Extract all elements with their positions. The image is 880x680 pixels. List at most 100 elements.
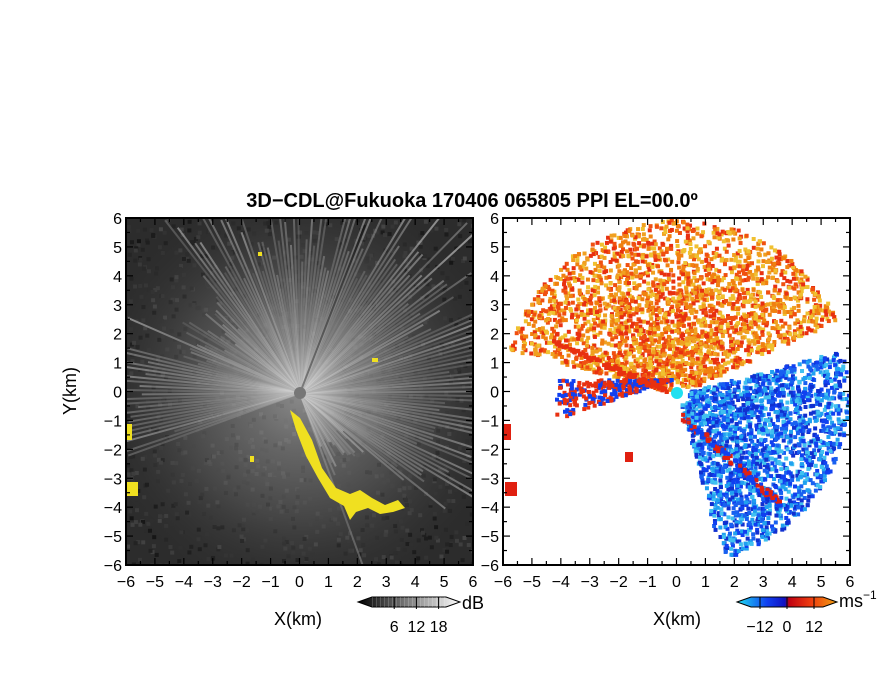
velocity-pixel-receding — [670, 364, 675, 369]
velocity-pixel-receding — [533, 348, 538, 353]
velocity-pixel-receding — [667, 220, 672, 225]
velocity-pixel-receding — [690, 253, 695, 258]
velocity-pixel-receding — [666, 276, 671, 281]
velocity-pixel-receding — [632, 338, 637, 343]
velocity-pixel-receding — [562, 278, 567, 283]
velocity-pixel-receding — [675, 369, 680, 374]
velocity-pixel-receding — [735, 307, 740, 312]
velocity-pixel-receding — [613, 373, 618, 378]
velocity-pixel-receding — [599, 296, 604, 301]
velocity-pixel-receding — [597, 296, 602, 301]
velocity-pixel-receding — [759, 247, 764, 252]
velocity-pixel-receding — [557, 313, 562, 318]
velocity-pixel-receding — [694, 309, 699, 314]
velocity-pixel-receding — [691, 257, 696, 262]
velocity-pixel-receding — [728, 321, 733, 326]
velocity-pixel-receding — [617, 326, 622, 331]
velocity-pixel-receding — [761, 304, 766, 309]
velocity-pixel-receding — [702, 265, 707, 270]
velocity-pixel-receding — [646, 371, 651, 376]
velocity-pixel-receding — [805, 299, 810, 304]
velocity-pixel-receding — [712, 313, 717, 318]
velocity-pixel-receding — [744, 267, 749, 272]
velocity-pixel-receding — [703, 369, 708, 374]
velocity-pixel-receding — [708, 277, 713, 282]
velocity-pixel-receding — [680, 373, 685, 378]
velocity-pixel-receding — [756, 251, 761, 256]
velocity-pixel-approaching — [766, 379, 771, 384]
velocity-pixel-receding — [590, 346, 595, 351]
velocity-pixel-approaching — [760, 508, 765, 513]
velocity-pixel-receding — [678, 309, 683, 314]
velocity-pixel-receding — [623, 239, 628, 244]
velocity-pixel-receding — [709, 366, 714, 371]
velocity-pixel-receding — [657, 310, 662, 315]
velocity-pixel-receding — [668, 343, 673, 348]
velocity-pixel-receding — [716, 339, 721, 344]
velocity-pixel-receding — [776, 333, 781, 338]
velocity-pixel-approaching — [822, 470, 827, 475]
velocity-pixel-approaching — [727, 477, 732, 482]
velocity-pixel-receding — [743, 278, 748, 283]
velocity-pixel-receding — [603, 318, 608, 323]
velocity-pixel-receding — [782, 276, 787, 281]
velocity-pixel-receding — [520, 326, 525, 331]
velocity-pixel-receding — [614, 308, 619, 313]
velocity-pixel-receding — [750, 339, 755, 344]
velocity-pixel-receding — [603, 249, 608, 254]
velocity-pixel-receding — [746, 255, 751, 260]
velocity-pixel-receding — [720, 286, 725, 291]
velocity-pixel-receding — [695, 226, 700, 231]
velocity-pixel-receding — [787, 285, 792, 290]
velocity-pixel-receding — [651, 311, 656, 316]
velocity-pixel-receding — [640, 353, 645, 358]
velocity-pixel-receding — [667, 290, 672, 295]
velocity-pixel-receding — [617, 299, 622, 304]
velocity-pixel-receding — [688, 246, 693, 251]
velocity-pixel-receding — [755, 281, 760, 286]
velocity-pixel-receding — [607, 275, 612, 280]
velocity-pixel-receding — [533, 352, 538, 357]
velocity-pixel-receding — [686, 361, 691, 366]
velocity-pixel-receding — [730, 325, 735, 330]
velocity-pixel-receding — [701, 281, 706, 286]
velocity-pixel-approaching — [838, 427, 843, 432]
velocity-pixel-receding — [718, 373, 723, 378]
velocity-pixel-receding — [680, 358, 685, 363]
noise-pixel — [133, 258, 138, 263]
velocity-pixel-receding — [832, 315, 837, 320]
velocity-pixel-receding — [592, 343, 597, 348]
velocity-pixel-receding — [563, 333, 568, 338]
velocity-pixel-receding — [716, 373, 721, 378]
velocity-pixel-approaching — [712, 518, 717, 523]
velocity-pixel-approaching — [772, 397, 777, 402]
velocity-pixel-receding — [659, 375, 664, 380]
velocity-pixel-receding — [582, 316, 587, 321]
velocity-pixel-receding — [745, 358, 750, 363]
velocity-pixel-receding — [599, 281, 604, 286]
velocity-pixel-receding — [665, 325, 670, 330]
velocity-pixel-receding — [579, 312, 584, 317]
velocity-pixel-approaching — [713, 502, 718, 507]
velocity-pixel-approaching — [765, 500, 770, 505]
velocity-pixel-receding — [621, 312, 626, 317]
velocity-pixel-receding — [714, 246, 719, 251]
velocity-pixel-receding — [726, 243, 731, 248]
noise-pixel — [142, 227, 147, 232]
noise-pixel — [126, 544, 131, 549]
velocity-pixel-receding — [704, 341, 709, 346]
velocity-pixel-receding — [562, 308, 567, 313]
velocity-pixel-receding — [551, 310, 556, 315]
velocity-pixel-receding — [693, 361, 698, 366]
velocity-pixel-receding — [787, 263, 792, 268]
velocity-pixel-receding — [783, 321, 788, 326]
velocity-pixel-receding — [691, 336, 696, 341]
velocity-pixel-receding — [693, 348, 698, 353]
velocity-pixel-receding — [531, 323, 536, 328]
velocity-pixel-receding — [653, 254, 658, 259]
velocity-pixel-receding — [677, 230, 682, 235]
velocity-pixel-receding — [552, 350, 557, 355]
velocity-pixel-receding — [635, 375, 640, 380]
velocity-pixel-receding — [577, 363, 582, 368]
